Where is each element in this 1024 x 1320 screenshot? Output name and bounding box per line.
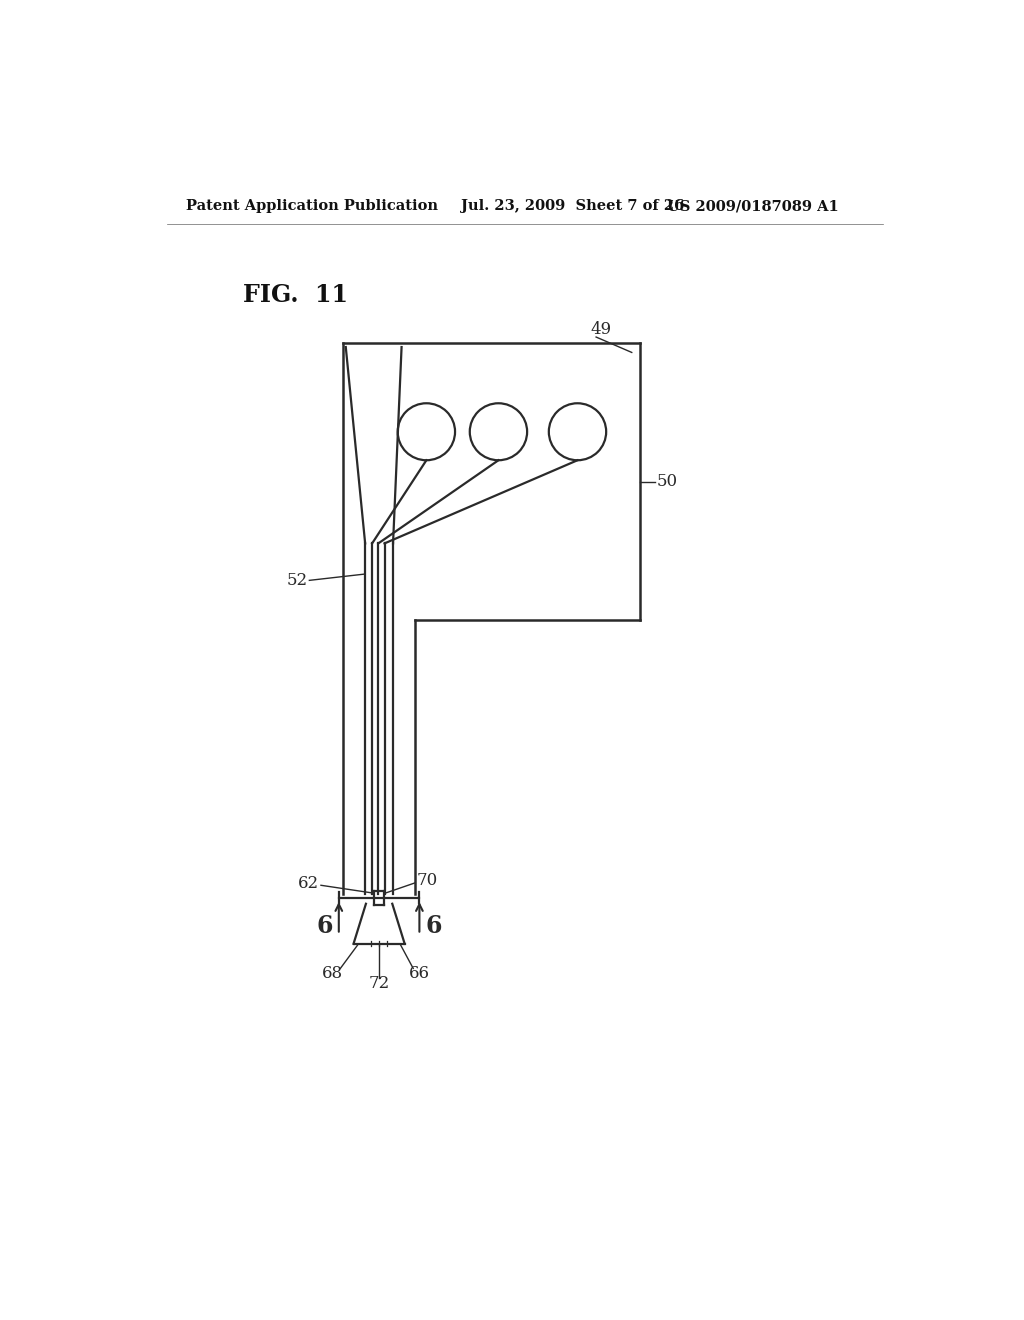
Text: 50: 50	[656, 474, 678, 490]
Text: 62: 62	[298, 875, 319, 892]
Text: Jul. 23, 2009  Sheet 7 of 26: Jul. 23, 2009 Sheet 7 of 26	[461, 199, 684, 213]
Text: 6: 6	[425, 913, 441, 939]
Text: Patent Application Publication: Patent Application Publication	[186, 199, 438, 213]
Text: 72: 72	[369, 975, 390, 993]
Text: 66: 66	[409, 965, 430, 982]
Text: 68: 68	[322, 965, 343, 982]
Text: 6: 6	[316, 913, 333, 939]
Text: 49: 49	[590, 321, 611, 338]
Text: FIG.  11: FIG. 11	[243, 284, 348, 308]
Text: US 2009/0187089 A1: US 2009/0187089 A1	[667, 199, 839, 213]
Text: 70: 70	[417, 873, 437, 890]
Text: 52: 52	[287, 572, 308, 589]
